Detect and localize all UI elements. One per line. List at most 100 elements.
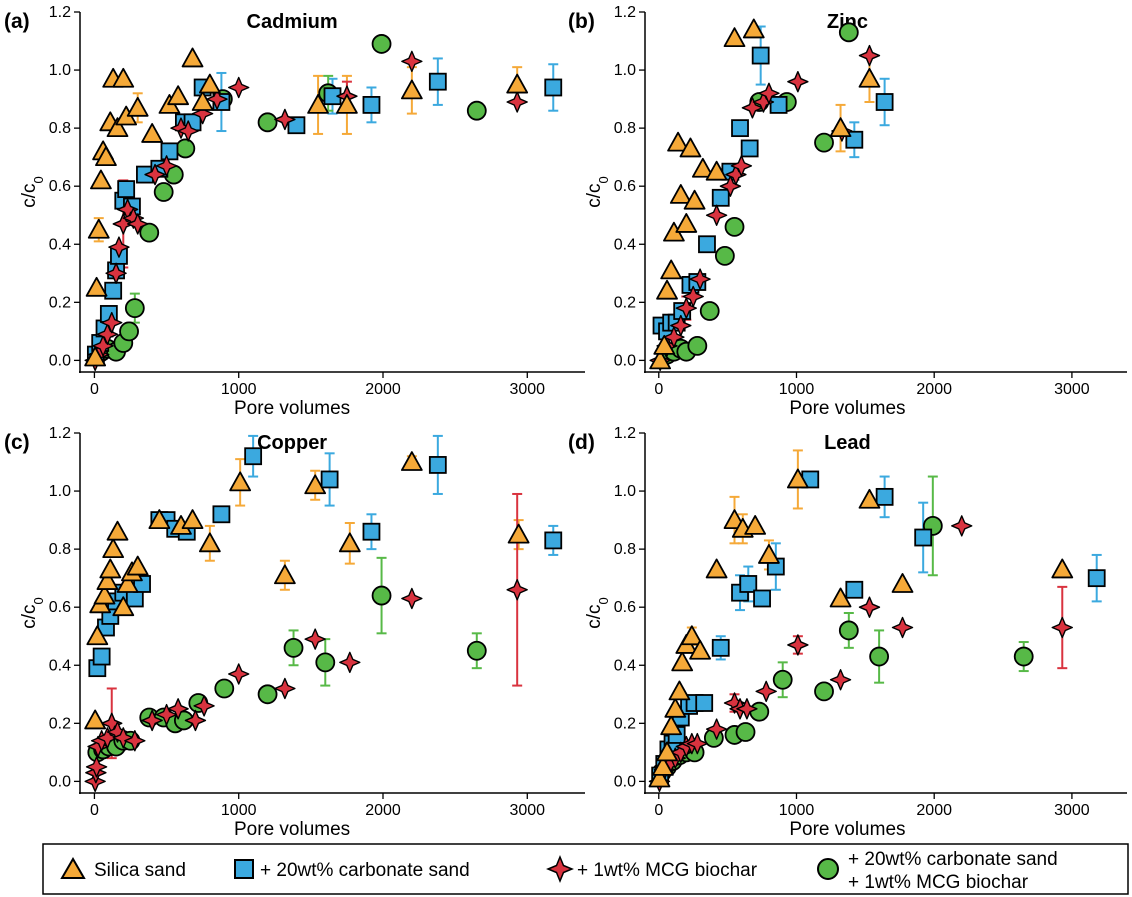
point-silica-sand [671,651,694,672]
point-mcg-biochar [304,628,326,650]
point-mcg-biochar [741,97,764,119]
point-silica-sand [723,27,746,48]
point-silica-sand [126,555,149,576]
point-silica-sand [691,157,714,178]
x-tick-label: 0 [654,802,663,819]
point-silica-sand [705,160,728,181]
x-tick-label: 0 [654,381,663,398]
point-silica-sand [229,471,252,492]
y-tick-label: 0.0 [614,352,636,369]
point-silica-sand [656,279,678,300]
point-carbonate-biochar [257,112,278,133]
point-carbonate-sand [731,119,749,138]
point-mcg-biochar [736,698,758,720]
legend-label-both-line2: + 1wt% MCG biochar [848,872,1029,893]
point-silica-sand [93,584,116,605]
point-carbonate-sand [244,447,263,466]
point-carbonate-sand [1087,569,1106,588]
point-carbonate-sand [104,281,123,300]
y-tick-label: 0.2 [614,294,636,311]
point-carbonate-biochar [724,216,745,237]
point-silica-sand [786,468,809,489]
y-axis-title: c/c0 [19,176,46,208]
point-carbonate-biochar [1013,646,1034,667]
point-mcg-biochar [705,718,728,740]
y-tick-label: 0.6 [614,178,636,195]
point-mcg-biochar [101,311,123,334]
point-silica-sand [112,67,135,88]
point-carbonate-sand [92,647,111,666]
point-silica-sand [679,137,702,158]
legend-box [42,843,1129,895]
x-tick-label: 2000 [916,381,952,398]
point-mcg-biochar [274,108,296,131]
point-silica-sand [336,94,358,114]
point-carbonate-sand [845,580,864,599]
point-silica-sand [400,79,423,100]
panel-cadmium: 0.0 0.2 0.4 0.6 0.8 1.0 1.2 0 1000 2000 3000 Cadmiu… [4,4,585,419]
point-mcg-biochar [663,326,685,348]
point-carbonate-sand [698,235,716,254]
legend-square-marker [234,859,254,879]
point-mcg-biochar [401,587,423,610]
point-mcg-biochar [682,285,704,308]
panel-label: (a) [4,10,30,33]
panel-lead: 0.0 0.2 0.4 0.6 0.8 1.0 1.2 0 1000 2000 3000 Lead (d… [568,425,1127,840]
point-mcg-biochar [951,515,973,537]
point-mcg-biochar [339,651,361,674]
point-silica-sand [891,573,914,593]
point-silica-sand [86,625,109,646]
point-carbonate-biochar [214,678,235,699]
point-carbonate-biochar [175,138,196,159]
point-carbonate-biochar [749,701,770,722]
legend-label-biochar: + 1wt% MCG biochar [577,860,758,881]
x-tick-label: 2000 [365,802,401,819]
point-carbonate-biochar [838,620,859,641]
point-silica-sand [198,73,221,94]
point-silica-sand [198,532,221,553]
point-mcg-biochar [670,314,692,337]
y-axis-title: c/c0 [584,176,611,208]
point-mcg-biochar [144,163,166,186]
panel-copper: 0.0 0.2 0.4 0.6 0.8 1.0 1.2 0 1000 2000 3000 Copper… [4,425,585,840]
point-mcg-biochar [1051,616,1073,639]
point-mcg-biochar [184,709,207,732]
point-silica-sand [656,741,678,762]
x-tick-label: 2000 [365,381,401,398]
point-carbonate-sand [212,505,231,524]
x-tick-label: 3000 [509,381,545,398]
x-tick-label: 3000 [1054,381,1090,398]
point-carbonate-biochar [257,684,278,705]
point-silica-sand [667,131,689,152]
point-silica-sand [84,346,107,367]
point-silica-sand [304,474,327,495]
legend-label-silica: Silica sand [94,860,186,881]
y-tick-label: 1.0 [614,62,636,79]
point-carbonate-biochar [838,22,859,43]
point-silica-sand [273,564,296,585]
point-carbonate-biochar [139,222,160,243]
point-mcg-biochar [155,155,178,177]
point-mcg-biochar [105,262,127,284]
y-tick-label: 1.2 [49,425,71,442]
y-tick-label: 0.8 [49,120,71,137]
y-tick-label: 0.4 [49,657,71,674]
point-mcg-biochar [705,204,728,226]
point-silica-sand [742,18,765,39]
point-silica-sand [106,520,129,541]
point-mcg-biochar [124,730,146,752]
point-carbonate-sand [428,456,447,474]
point-silica-sand [669,184,692,204]
point-carbonate-biochar [814,132,834,153]
point-mcg-biochar [228,663,250,685]
point-carbonate-biochar [466,100,487,121]
point-mcg-biochar [787,70,809,93]
point-carbonate-sand [695,694,714,712]
y-tick-label: 0.6 [614,599,636,616]
point-silica-sand [653,334,676,355]
y-tick-label: 0.6 [49,178,71,195]
point-carbonate-sand [711,638,730,657]
point-silica-sand [680,625,703,646]
point-silica-sand [507,523,530,544]
legend-item-carbonate: + 20wt% carbonate sand [234,859,470,881]
